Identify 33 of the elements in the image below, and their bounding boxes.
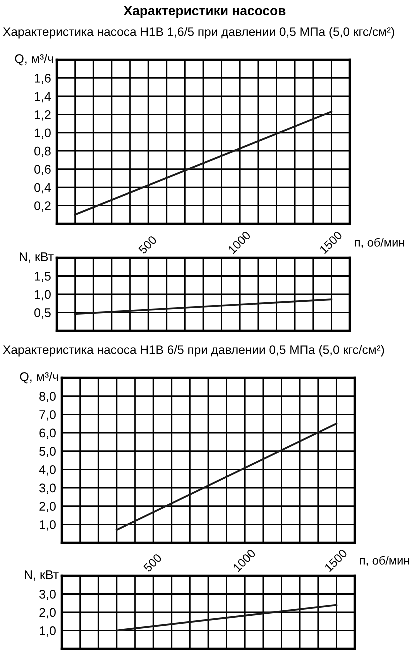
y-axis-title: Q, м³/ч xyxy=(20,372,58,384)
y-tick-label: 0,5 xyxy=(34,308,51,319)
y-tick-label: 6,0 xyxy=(40,428,56,440)
x-tick-label: 500 xyxy=(138,235,158,255)
y-axis-title: N, кВт xyxy=(20,252,54,263)
chart-title: Характеристики насосов xyxy=(124,6,286,18)
y-tick-label: 1,6 xyxy=(35,74,51,84)
y-tick-label: 1,0 xyxy=(35,290,51,301)
y-tick-label: 0,2 xyxy=(34,202,51,212)
y-tick-label: 1,0 xyxy=(35,128,51,140)
y-tick-label: 5,0 xyxy=(40,447,56,458)
y-tick-label: 2,0 xyxy=(40,502,56,512)
y-tick-label: 1,0 xyxy=(40,520,56,531)
y-axis-title: Q, м³/ч xyxy=(15,54,54,66)
y-axis-title: N, кВт xyxy=(25,570,59,581)
y-tick-label: 1,2 xyxy=(35,110,51,121)
y-tick-label: 1,5 xyxy=(35,272,51,282)
x-tick-label: 500 xyxy=(143,553,162,573)
y-tick-label: 2,0 xyxy=(40,608,56,619)
y-tick-label: 0,6 xyxy=(34,165,51,176)
y-tick-label: 7,0 xyxy=(40,410,56,421)
chart-subtitle: Характеристика насоса Н1В 6/5 при давлении 0,5 МПа (5,0 кгс/см²) xyxy=(3,345,384,357)
x-axis-title: п, об/мин xyxy=(360,556,410,566)
y-tick-label: 4,0 xyxy=(39,465,56,476)
y-tick-label: 3,0 xyxy=(40,590,56,600)
y-tick-label: 8,0 xyxy=(40,392,56,402)
y-tick-label: 0,8 xyxy=(34,146,51,158)
y-tick-label: 1,4 xyxy=(35,92,52,103)
y-tick-label: 1,0 xyxy=(40,626,56,637)
y-tick-label: 3,0 xyxy=(40,484,56,494)
chart-subtitle: Характеристика насоса Н1В 1,6/5 при давлении 0,5 МПа (5,0 кгс/см²) xyxy=(3,27,394,39)
x-axis-title: п, об/мин xyxy=(355,238,404,248)
y-tick-label: 0,4 xyxy=(34,183,52,194)
